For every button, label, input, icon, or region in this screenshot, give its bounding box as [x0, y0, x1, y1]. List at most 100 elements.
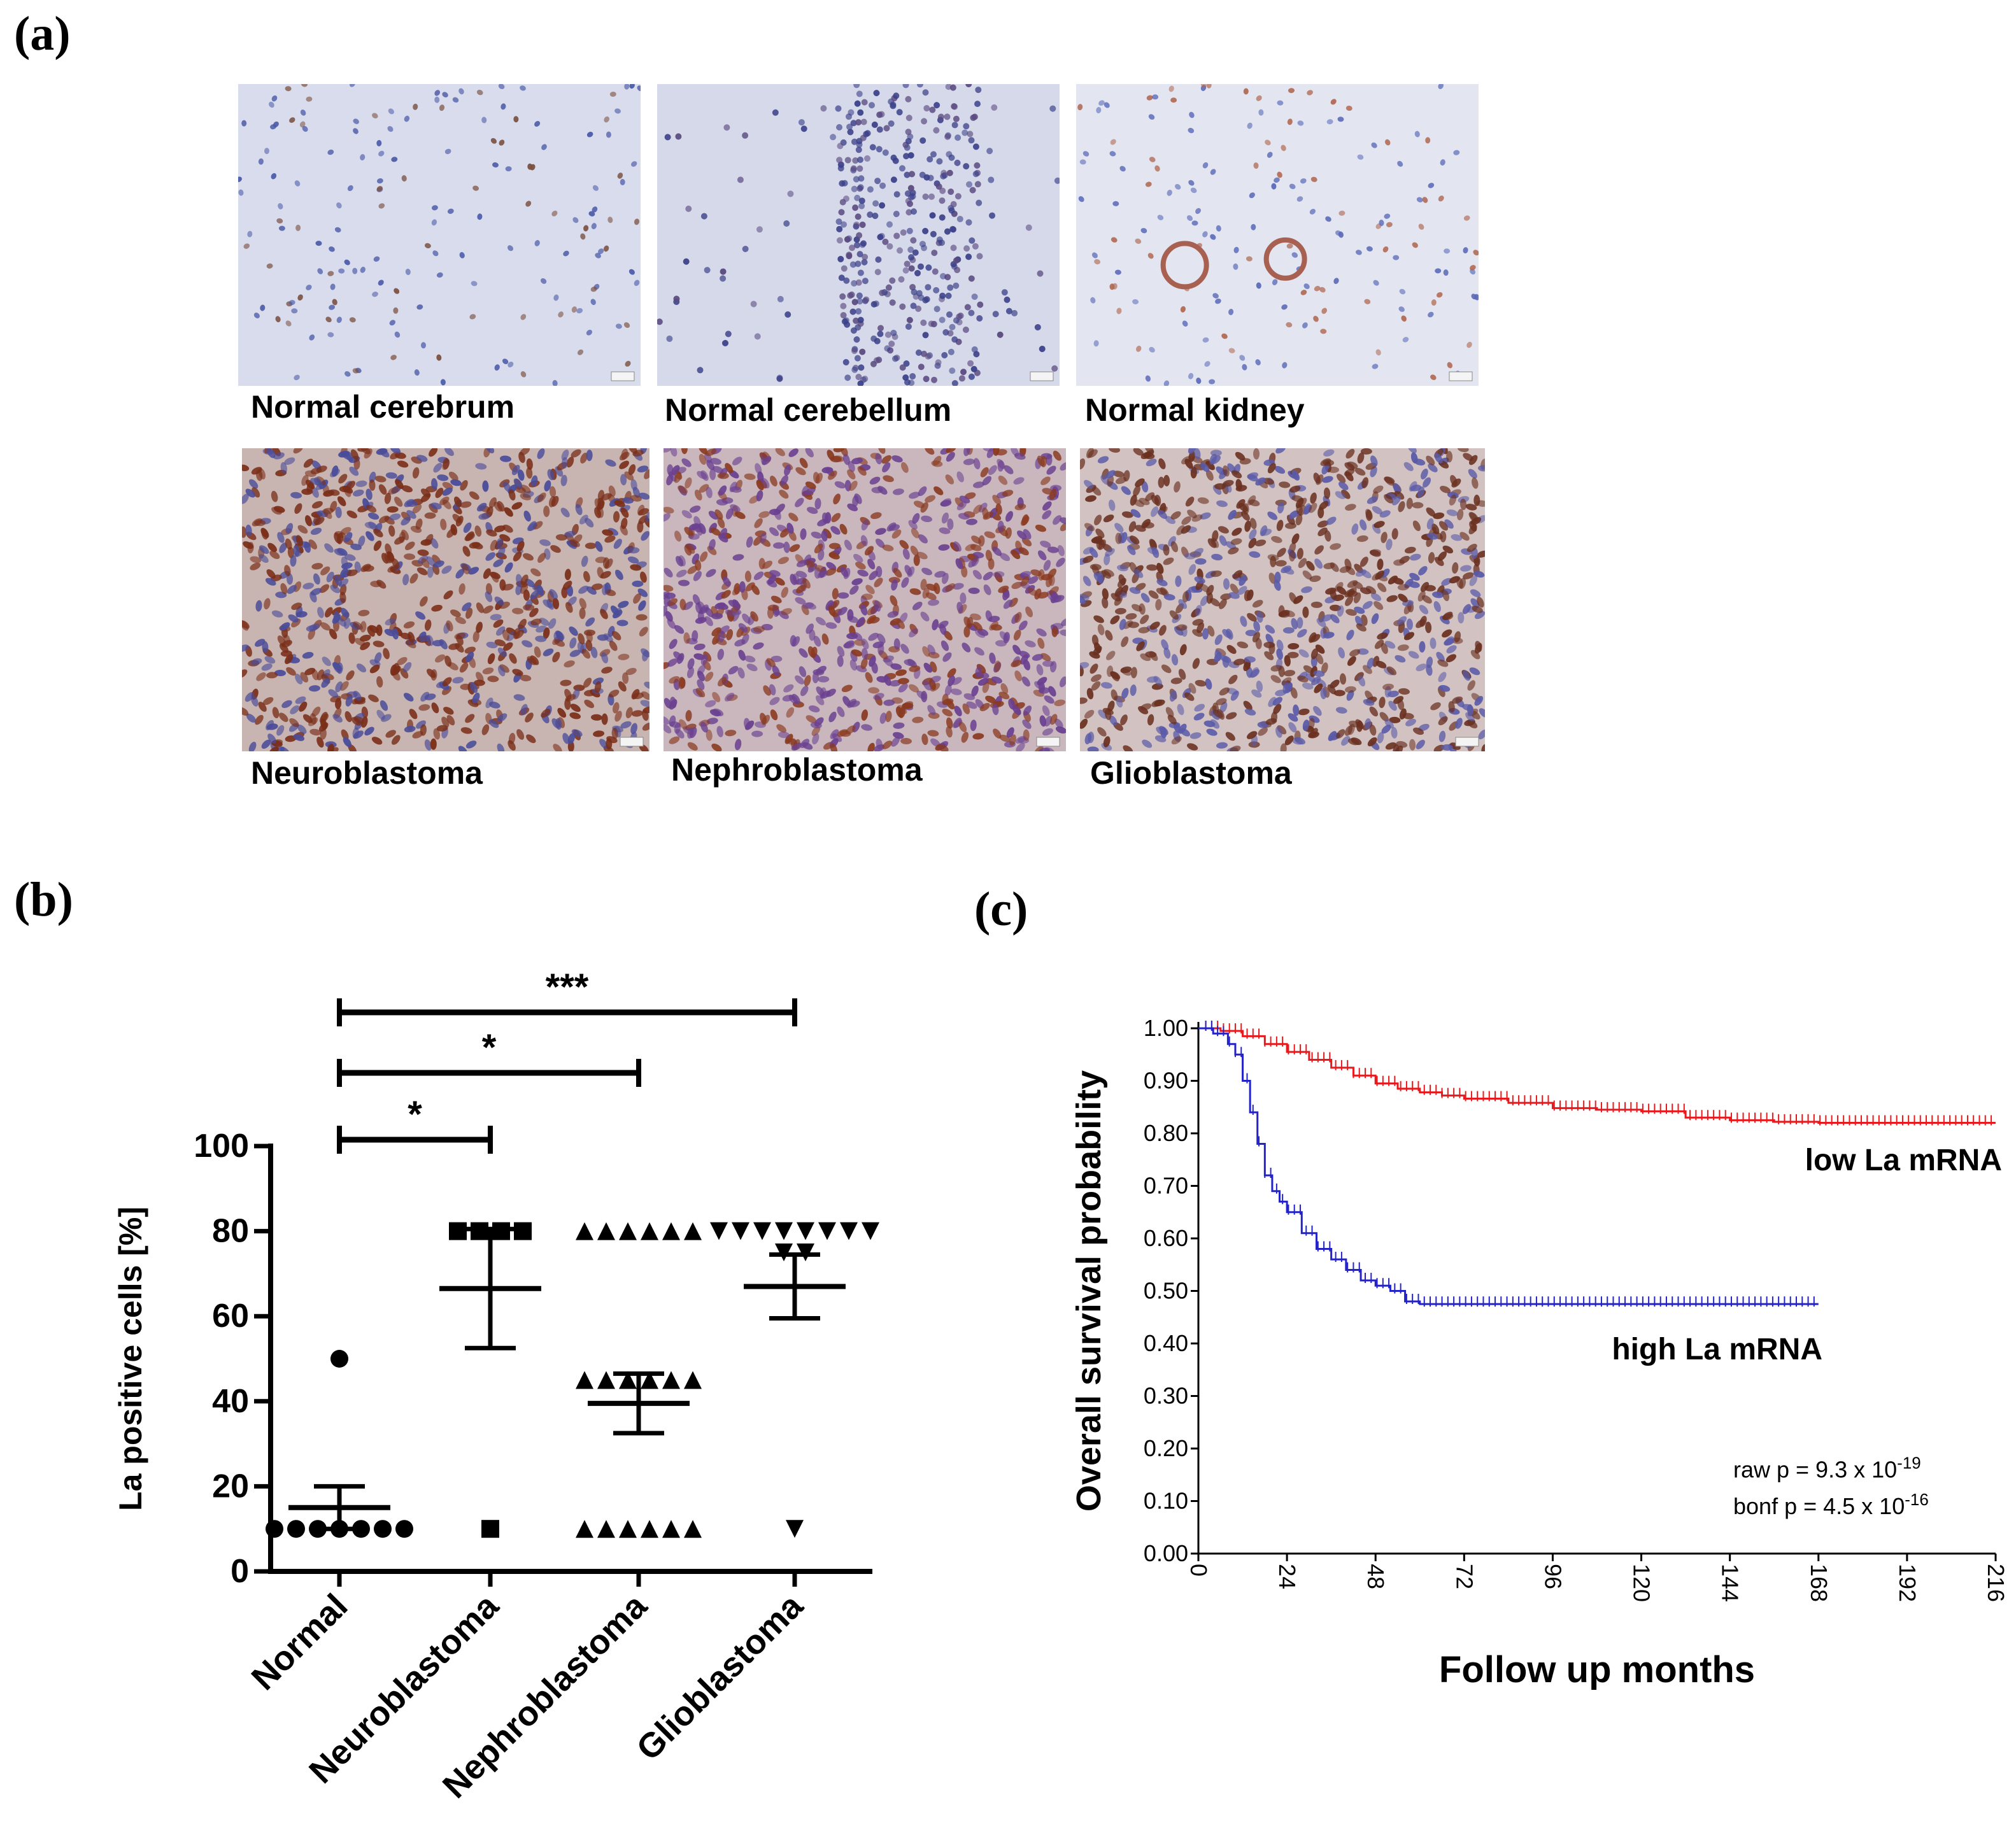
cell-nucleus: [415, 518, 423, 530]
cell-nucleus: [1275, 560, 1287, 567]
y-tick-label: 80: [212, 1213, 249, 1250]
cell-nucleus: [1216, 225, 1221, 232]
cell-nucleus: [1321, 614, 1333, 622]
cell-nucleus: [620, 721, 632, 729]
cell-nucleus: [1391, 528, 1398, 540]
cell-nucleus: [1296, 196, 1303, 202]
cell-nucleus: [795, 597, 806, 605]
cell-nucleus: [1345, 609, 1357, 616]
cell-nucleus: [911, 208, 917, 215]
cell-nucleus: [1091, 252, 1098, 259]
cell-nucleus: [857, 466, 867, 476]
cell-nucleus: [360, 634, 371, 642]
data-point: [619, 1520, 637, 1538]
cell-nucleus: [319, 584, 330, 593]
cell-nucleus: [844, 236, 851, 243]
cell-nucleus: [273, 121, 279, 127]
cell-nucleus: [1016, 742, 1025, 751]
cell-nucleus: [1330, 589, 1337, 600]
cell-nucleus: [308, 539, 318, 549]
cell-nucleus: [1366, 246, 1373, 252]
cell-nucleus: [339, 592, 346, 604]
data-point: [662, 1371, 680, 1389]
cell-nucleus: [1088, 732, 1095, 744]
cell-nucleus: [297, 724, 307, 734]
cell-nucleus: [832, 588, 839, 600]
cell-nucleus: [434, 90, 441, 96]
cell-nucleus: [529, 607, 539, 618]
cell-nucleus: [867, 615, 877, 625]
cell-nucleus: [412, 504, 422, 514]
cell-nucleus: [1458, 612, 1465, 624]
cell-nucleus: [334, 227, 341, 233]
cell-nucleus: [494, 525, 506, 532]
cell-nucleus: [988, 176, 995, 183]
cell-nucleus: [1258, 727, 1268, 736]
cell-nucleus: [1473, 570, 1485, 578]
cell-nucleus: [552, 651, 560, 663]
cell-nucleus: [1313, 472, 1321, 484]
cell-nucleus: [1049, 586, 1059, 595]
cell-nucleus: [335, 506, 342, 518]
cell-nucleus: [385, 472, 397, 479]
scale-bar: [620, 737, 644, 747]
cell-nucleus: [530, 568, 541, 577]
tile-label-neuroblastoma: Neuroblastoma: [251, 755, 483, 791]
cell-nucleus: [905, 129, 912, 136]
cell-nucleus: [853, 553, 863, 563]
cell-nucleus: [537, 492, 546, 502]
cell-nucleus: [1206, 728, 1217, 736]
cell-nucleus: [717, 472, 729, 479]
cell-nucleus: [489, 497, 497, 508]
cell-nucleus: [1453, 150, 1460, 155]
cell-nucleus: [952, 583, 964, 590]
cell-nucleus: [773, 542, 784, 549]
cell-nucleus: [1059, 517, 1066, 525]
cell-nucleus: [839, 293, 846, 300]
cell-nucleus: [1090, 563, 1102, 570]
cell-nucleus: [1256, 611, 1263, 623]
cell-nucleus: [528, 521, 537, 531]
cell-nucleus: [1230, 690, 1239, 701]
cell-nucleus: [259, 554, 269, 563]
raw-p-exponent: -19: [1897, 1453, 1921, 1472]
cell-nucleus: [825, 512, 832, 524]
cell-nucleus: [1014, 612, 1022, 623]
cell-nucleus: [1382, 246, 1389, 253]
cell-nucleus: [666, 336, 673, 342]
cell-nucleus: [262, 697, 274, 705]
cell-nucleus: [1313, 670, 1325, 677]
cell-nucleus: [628, 547, 640, 554]
cell-nucleus: [931, 250, 938, 257]
cell-nucleus: [1046, 454, 1053, 466]
cell-nucleus: [485, 697, 493, 709]
cell-nucleus: [1204, 361, 1210, 367]
cell-nucleus: [1274, 177, 1280, 183]
cell-nucleus: [1397, 584, 1409, 591]
cell-nucleus: [968, 275, 975, 282]
cell-nucleus: [1466, 543, 1477, 553]
x-tick-label: 144: [1717, 1564, 1743, 1602]
cell-nucleus: [783, 684, 794, 693]
cell-nucleus: [247, 230, 253, 237]
cell-nucleus: [1214, 483, 1226, 490]
data-point: [395, 1520, 413, 1538]
cell-nucleus: [902, 267, 909, 274]
cell-nucleus: [837, 646, 845, 657]
cell-nucleus: [1404, 546, 1416, 554]
cell-nucleus: [588, 211, 595, 216]
cell-nucleus: [435, 488, 444, 499]
cell-nucleus: [849, 481, 858, 491]
data-point: [619, 1371, 637, 1389]
cell-nucleus: [753, 626, 765, 633]
cell-nucleus: [1325, 216, 1331, 222]
cell-nucleus: [526, 734, 536, 744]
cell-nucleus: [814, 543, 823, 554]
cell-nucleus: [908, 254, 914, 261]
cell-nucleus: [1171, 736, 1182, 745]
cell-nucleus: [1005, 308, 1012, 315]
cell-nucleus: [965, 253, 972, 260]
cell-nucleus: [1237, 641, 1249, 649]
cell-nucleus: [855, 374, 862, 380]
cell-nucleus: [556, 630, 564, 642]
